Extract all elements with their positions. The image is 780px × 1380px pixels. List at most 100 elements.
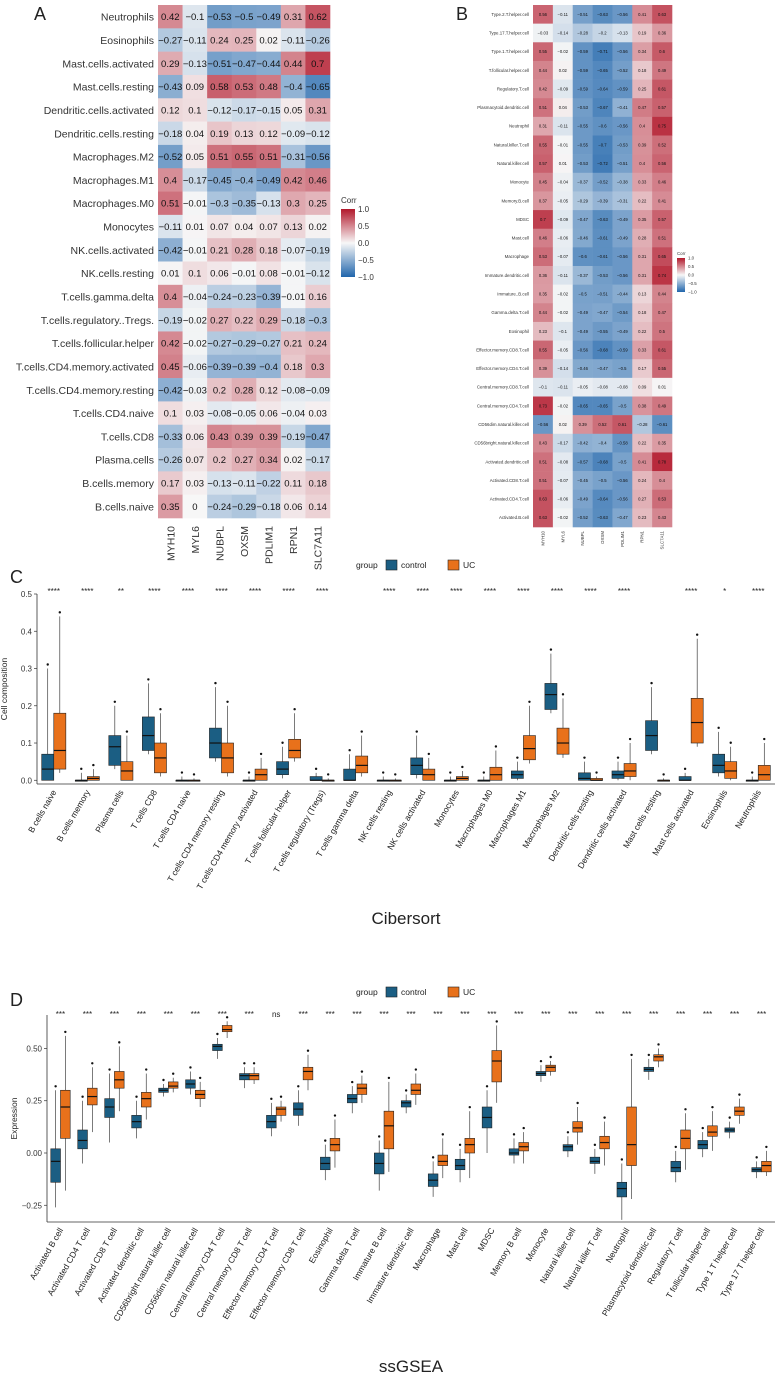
boxplot-d: −0.250.000.250.50ExpressionssGSEA***Acti… <box>9 986 775 1376</box>
boxplot-c-significance: **** <box>81 587 93 596</box>
heatmap-b-cell-value: −0.03 <box>538 30 549 35</box>
heatmap-a-cell <box>182 191 208 216</box>
heatmap-b-cell-value: −0.45 <box>577 478 588 483</box>
heatmap-b-cell-value: 0.28 <box>638 236 647 241</box>
heatmap-a-legend-tick: 1.0 <box>358 205 370 214</box>
heatmap-b-cell <box>632 452 653 472</box>
boxplot-d-significance: *** <box>406 1010 415 1019</box>
heatmap-a-cell <box>182 98 208 122</box>
heatmap-b-cell-value: 0.35 <box>539 291 548 296</box>
heatmap-b-cell-value: −0.37 <box>577 180 588 185</box>
heatmap-b-row-label: Macrophage <box>505 254 530 259</box>
boxplot-d-outlier <box>495 1020 498 1023</box>
boxplot-c-significance: **** <box>182 587 194 596</box>
heatmap-b-cell <box>652 321 673 341</box>
heatmap-a-cell <box>256 5 282 29</box>
boxplot-c-significance: **** <box>618 587 630 596</box>
heatmap-b-cell-value: 0.74 <box>658 273 667 278</box>
boxplot-c-category-label: T cells CD4 memory activated <box>195 788 260 891</box>
heatmap-b-cell <box>612 247 633 267</box>
heatmap-a-cell-value: 0.12 <box>259 129 278 140</box>
boxplot-d-outlier <box>270 1097 273 1101</box>
heatmap-a-cell <box>182 121 208 146</box>
heatmap-b-cell <box>552 191 574 211</box>
boxplot-c-outlier <box>717 726 720 730</box>
heatmap-b-cell-value: 0.33 <box>638 347 647 352</box>
heatmap-a-legend-title: Corr <box>341 196 357 205</box>
heatmap-b-cell <box>533 508 554 528</box>
boxplot-d-significance: *** <box>541 1010 550 1019</box>
heatmap-a-cell <box>231 308 257 332</box>
heatmap-a-column-label: MYH10 <box>165 526 177 561</box>
heatmap-b-cell-value: 0.52 <box>598 422 607 427</box>
heatmap-b-cell-value: 0.61 <box>618 422 627 427</box>
boxplot-d-outlier <box>387 1076 391 1080</box>
heatmap-a-cell <box>256 494 282 519</box>
heatmap-b: Type.2.T.helper.cell 0.56 −0.11 −0.51 −0.63 −… <box>474 5 697 549</box>
heatmap-b-row-label: Type.1.T.helper.cell <box>491 49 529 54</box>
heatmap-a-cell <box>182 494 208 519</box>
heatmap-b-cell <box>632 508 653 528</box>
heatmap-b-cell-value: 0.18 <box>638 310 647 315</box>
heatmap-b-cell-value: 0.27 <box>638 497 647 502</box>
heatmap-b-cell-value: −0.1 <box>559 329 568 334</box>
heatmap-a-cell <box>158 121 183 146</box>
heatmap-b-cell <box>552 5 574 24</box>
heatmap-b-row-label: Activated.CD8.T.cell <box>490 478 529 483</box>
heatmap-b-cell-value: 0.36 <box>658 30 667 35</box>
heatmap-b-cell-value: −0.38 <box>617 180 628 185</box>
heatmap-b-cell-value: −0.56 <box>617 273 628 278</box>
boxplot-c-significance: **** <box>148 587 160 596</box>
heatmap-b-cell-value: 0.55 <box>539 347 548 352</box>
boxplot-c-significance: **** <box>417 587 429 596</box>
heatmap-b-cell-value: 0.49 <box>658 68 667 73</box>
heatmap-a-cell-value: 0.09 <box>186 82 205 93</box>
boxplot-d-y-axis-title: Expression <box>9 1097 19 1139</box>
heatmap-a-cell-value: −0.11 <box>281 35 304 46</box>
heatmap-b-cell <box>632 98 653 118</box>
heatmap-b-cell <box>632 247 653 267</box>
heatmap-a-cell <box>305 214 331 239</box>
heatmap-a-cell-value: −0.22 <box>257 479 281 490</box>
boxplot-d-significance: *** <box>218 1010 227 1019</box>
heatmap-b-cell <box>533 340 554 360</box>
heatmap-a-cell-value: 0.21 <box>210 245 229 256</box>
heatmap-b-cell-value: −0.54 <box>617 310 628 315</box>
heatmap-a-cell-value: 0.42 <box>284 175 303 186</box>
heatmap-a-cell-value: −0.51 <box>207 59 231 70</box>
heatmap-a-cell-value: −0.26 <box>306 35 330 46</box>
boxplot-d-outlier <box>243 1062 246 1065</box>
boxplot-c-category-label: Neutrophils <box>733 788 763 830</box>
boxplot-c-significance: **** <box>383 587 395 596</box>
heatmap-b-row-label: Plasmacytoid.dendritic.cell <box>477 105 529 110</box>
heatmap-b-cell-value: 0.04 <box>559 105 568 110</box>
heatmap-b-cell-value: −0.56 <box>577 347 588 352</box>
heatmap-a-cell-value: −0.02 <box>183 339 207 350</box>
heatmap-b-cell <box>592 135 613 155</box>
boxplot-d-significance: *** <box>460 1010 469 1019</box>
heatmap-b-cell-value: −0.67 <box>597 105 608 110</box>
boxplot-c-y-tick-label: 0.4 <box>21 627 33 636</box>
heatmap-a-cell <box>280 448 306 472</box>
boxplot-d-box-control <box>400 1100 412 1108</box>
heatmap-b-cell-value: −0.46 <box>577 236 588 241</box>
heatmap-a-cell <box>182 284 208 309</box>
heatmap-b-cell-value: 0.65 <box>658 254 667 259</box>
heatmap-a-cell <box>158 424 183 449</box>
heatmap-b-cell-value: −0.71 <box>597 49 608 54</box>
heatmap-a-cell-value: −0.5 <box>235 12 254 23</box>
heatmap-a-row-label: Macrophages.M1 <box>73 175 154 187</box>
heatmap-b-cell <box>632 5 653 24</box>
heatmap-b-cell-value: 0.45 <box>539 180 548 185</box>
boxplot-d-category-label: MDSC <box>475 1226 496 1253</box>
heatmap-a-cell <box>231 424 257 449</box>
boxplot-d-outlier <box>54 1085 57 1088</box>
boxplot-c-outlier <box>616 756 620 759</box>
heatmap-a-cell-value: 0.14 <box>308 502 327 513</box>
heatmap-b-cell-value: 0.49 <box>658 403 667 408</box>
heatmap-b-cell-value: −0.59 <box>577 49 588 54</box>
heatmap-b-cell <box>652 135 673 155</box>
heatmap-a-cell-value: −0.13 <box>257 199 281 210</box>
heatmap-b-cell-value: −0.53 <box>617 142 628 147</box>
boxplot-d-box-control <box>50 1148 61 1183</box>
